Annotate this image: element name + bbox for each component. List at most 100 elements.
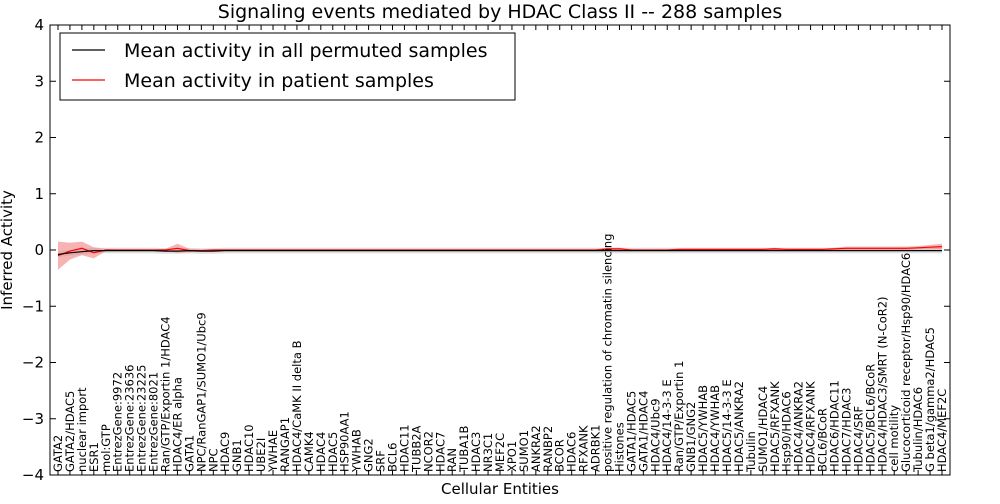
x-category-label: BCOR — [553, 439, 567, 472]
x-category-label: TUBA1B — [457, 425, 471, 473]
x-category-label: ESR1 — [87, 442, 101, 472]
x-category-label: Ran/GTP/Exportin 1/HDAC4 — [159, 316, 173, 472]
x-category-label: GATA2/HDAC5 — [63, 391, 77, 472]
series-lines — [57, 246, 943, 257]
x-category-label: HDAC4/RFXANK — [804, 381, 818, 472]
x-category-label: mol:GTP — [99, 424, 113, 472]
y-axis-title: Inferred Activity — [0, 190, 16, 310]
legend-box — [59, 32, 516, 101]
x-category-label: NPC/RanGAP1/SUMO1/Ubc9 — [194, 312, 208, 472]
legend-label-permuted: Mean activity in all permuted samples — [124, 40, 487, 62]
y-tick-label: −1 — [22, 297, 44, 315]
x-category-label: HDAC7/HDAC3 — [839, 388, 853, 473]
x-category-label: HDAC5/14-3-3 E — [720, 379, 734, 472]
x-category-label: Tubulin — [744, 431, 758, 473]
confidence-bands — [58, 241, 942, 270]
x-category-label: HDAC4/CaMK II delta B — [290, 340, 304, 472]
y-tick-label: −4 — [22, 466, 44, 484]
x-category-label: RANGAP1 — [278, 417, 292, 472]
x-category-label: UBE2I — [254, 438, 268, 472]
chart-title: Signaling events mediated by HDAC Class … — [218, 1, 782, 23]
x-category-label: YWHAE — [266, 430, 280, 473]
x-category-label: HDAC4/MEF2C — [935, 389, 949, 472]
x-category-label: positive regulation of chromatin silenci… — [601, 234, 615, 472]
x-category-label: RAN — [445, 448, 459, 472]
x-category-label: HDAC5/BCL6/BCoR — [863, 364, 877, 472]
x-category-label: HDAC4/ANKRA2 — [792, 381, 806, 472]
x-category-label: HDAC3 — [469, 432, 483, 472]
x-category-label: ANKRA2 — [529, 425, 543, 472]
x-category-label: RFXANK — [577, 425, 591, 472]
plot-frame — [49, 24, 951, 476]
x-category-label: NPC — [206, 448, 220, 472]
x-category-label: EntrezGene:23636 — [123, 365, 137, 472]
y-tick-label: 4 — [34, 16, 44, 34]
x-category-label: HDAC5/RFXANK — [768, 381, 782, 472]
x-category-label: HDAC4/ER alpha — [170, 377, 184, 472]
x-category-label: HDAC4/Ubc9 — [648, 398, 662, 472]
patient-band — [58, 241, 942, 270]
legend-label-patient: Mean activity in patient samples — [124, 70, 434, 92]
x-category-label: EntrezGene:23225 — [135, 365, 149, 472]
legend: Mean activity in all permuted samples Me… — [59, 32, 516, 101]
x-category-label: Ran/GTP/Exportin 1 — [672, 361, 686, 472]
x-category-label: EntrezGene:9972 — [111, 372, 125, 472]
x-category-label: GNG2 — [362, 438, 376, 472]
x-category-label: cell motility — [887, 405, 901, 472]
x-category-label: BCL6/BCoR — [816, 408, 830, 472]
x-category-label: XPO1 — [505, 441, 519, 472]
x-category-label: Histones — [612, 422, 626, 472]
x-category-label: HDAC5 — [326, 432, 340, 472]
y-tick-label: 2 — [34, 129, 44, 147]
permuted-series-line — [57, 249, 942, 256]
x-category-label: Hsp90/HDAC6 — [780, 391, 794, 472]
x-category-label: GNB1 — [230, 439, 244, 472]
x-category-label: GATA1 — [182, 435, 196, 472]
x-category-label: HDAC6 — [565, 432, 579, 472]
x-category-label: Glucocorticoid receptor/Hsp90/HDAC6 — [899, 253, 913, 472]
x-category-label: HDAC5/YWHAB — [696, 385, 710, 472]
x-category-label: GATA2 — [51, 435, 65, 472]
x-category-label: GATA1/HDAC5 — [624, 391, 638, 472]
x-category-label: GNB1/GNG2 — [684, 402, 698, 472]
x-category-label: BCL6 — [385, 443, 399, 472]
x-category-label: Tubulin/HDAC6 — [911, 387, 925, 473]
x-category-label: GATA1/HDAC4 — [636, 391, 650, 472]
x-category-label: SUMO1 — [517, 430, 531, 472]
x-category-label: HDAC4/HDAC3/SMRT (N-CoR2) — [875, 296, 889, 472]
x-category-label: RANBP2 — [541, 426, 555, 472]
x-category-label: HDAC4/SRF — [851, 406, 865, 472]
x-category-label: YWHAB — [350, 429, 364, 473]
x-category-label: HDAC10 — [242, 424, 256, 472]
x-category-label: HDAC4/14-3-3 E — [660, 379, 674, 472]
x-category-label: HSP90AA1 — [338, 411, 352, 472]
y-tick-label: 3 — [34, 72, 44, 90]
x-category-label: SUMO1/HDAC4 — [756, 386, 770, 472]
x-category-label: HDAC6/HDAC11 — [827, 380, 841, 472]
y-axis-ticks: 4 3 2 1 0 −1 −2 −3 −4 — [22, 16, 950, 484]
x-category-label: HDAC11 — [397, 424, 411, 472]
x-category-label: G beta1/gamma2/HDAC5 — [923, 327, 937, 472]
x-category-label: HDAC4/YWHAB — [708, 385, 722, 472]
y-tick-label: 1 — [34, 185, 44, 203]
x-axis-title: Cellular Entities — [441, 480, 559, 498]
x-category-label: EntrezGene:8021 — [147, 372, 161, 472]
x-category-label: nuclear import — [75, 387, 89, 472]
x-category-label: SRF — [374, 450, 388, 472]
x-category-label: HDAC5/ANKRA2 — [732, 381, 746, 472]
x-category-label: CAMK4 — [302, 431, 316, 472]
x-category-label: HDAC7 — [433, 432, 447, 472]
y-tick-label: −3 — [22, 410, 44, 428]
x-category-label: NR3C1 — [481, 433, 495, 472]
x-category-label: ADRBK1 — [589, 425, 603, 472]
x-category-label: MEF2C — [493, 433, 507, 472]
x-category-label: HDAC9 — [218, 432, 232, 472]
x-category-label: TUBB2A — [409, 425, 423, 473]
y-tick-label: 0 — [34, 241, 44, 259]
x-category-label: NCOR2 — [421, 431, 435, 472]
x-category-label: HDAC4 — [314, 432, 328, 472]
y-tick-label: −2 — [22, 354, 44, 372]
